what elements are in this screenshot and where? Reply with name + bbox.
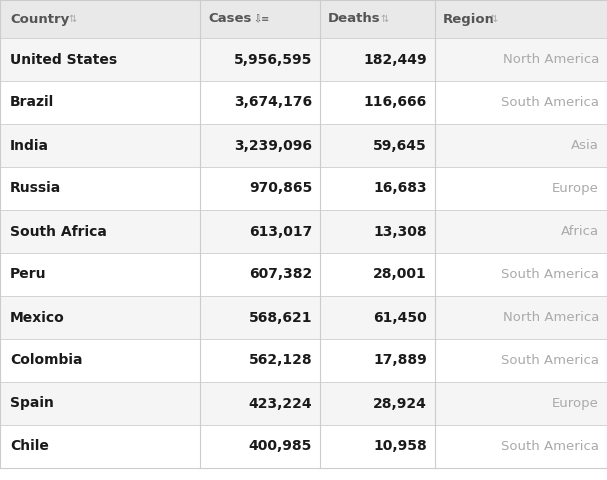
Text: 400,985: 400,985 xyxy=(249,440,312,454)
Text: 13,308: 13,308 xyxy=(373,225,427,239)
Text: 970,865: 970,865 xyxy=(249,181,312,195)
Text: United States: United States xyxy=(10,52,117,67)
Text: Spain: Spain xyxy=(10,396,54,410)
Text: 3,674,176: 3,674,176 xyxy=(234,96,312,109)
Text: 116,666: 116,666 xyxy=(364,96,427,109)
Text: North America: North America xyxy=(503,311,599,324)
Bar xyxy=(0,210,607,253)
Bar xyxy=(0,296,607,339)
Text: Europe: Europe xyxy=(552,397,599,410)
Bar xyxy=(0,425,607,468)
Text: Asia: Asia xyxy=(571,139,599,152)
Text: North America: North America xyxy=(503,53,599,66)
Text: South America: South America xyxy=(501,440,599,453)
Text: 423,224: 423,224 xyxy=(248,396,312,410)
Text: Country: Country xyxy=(10,12,69,25)
Text: Peru: Peru xyxy=(10,267,47,281)
Text: Mexico: Mexico xyxy=(10,311,65,324)
Text: South America: South America xyxy=(501,96,599,109)
Text: 182,449: 182,449 xyxy=(364,52,427,67)
Text: 16,683: 16,683 xyxy=(373,181,427,195)
Text: Colombia: Colombia xyxy=(10,353,83,368)
Bar xyxy=(0,339,607,382)
Text: 613,017: 613,017 xyxy=(249,225,312,239)
Bar xyxy=(0,382,607,425)
Text: Brazil: Brazil xyxy=(10,96,54,109)
Text: Africa: Africa xyxy=(561,225,599,238)
Text: ⇅: ⇅ xyxy=(68,14,76,24)
Bar xyxy=(0,167,607,210)
Text: Europe: Europe xyxy=(552,182,599,195)
Text: 59,645: 59,645 xyxy=(373,139,427,153)
Bar xyxy=(0,38,607,81)
Bar xyxy=(0,81,607,124)
Text: 562,128: 562,128 xyxy=(248,353,312,368)
Text: 17,889: 17,889 xyxy=(373,353,427,368)
Text: 61,450: 61,450 xyxy=(373,311,427,324)
Text: 28,924: 28,924 xyxy=(373,396,427,410)
Text: 10,958: 10,958 xyxy=(373,440,427,454)
Text: 28,001: 28,001 xyxy=(373,267,427,281)
Text: ⇅: ⇅ xyxy=(489,14,497,24)
Text: India: India xyxy=(10,139,49,153)
Text: ⇩≡: ⇩≡ xyxy=(253,14,270,24)
Text: Region: Region xyxy=(443,12,495,25)
Text: 3,239,096: 3,239,096 xyxy=(234,139,312,153)
Text: South Africa: South Africa xyxy=(10,225,107,239)
Text: Chile: Chile xyxy=(10,440,49,454)
Text: ⇅: ⇅ xyxy=(380,14,388,24)
Bar xyxy=(0,253,607,296)
Text: 607,382: 607,382 xyxy=(249,267,312,281)
Text: 5,956,595: 5,956,595 xyxy=(234,52,312,67)
Text: Deaths: Deaths xyxy=(328,12,381,25)
Text: Cases: Cases xyxy=(208,12,251,25)
Text: South America: South America xyxy=(501,354,599,367)
Text: 568,621: 568,621 xyxy=(248,311,312,324)
Bar xyxy=(0,124,607,167)
Bar xyxy=(0,0,607,38)
Text: South America: South America xyxy=(501,268,599,281)
Text: Russia: Russia xyxy=(10,181,61,195)
